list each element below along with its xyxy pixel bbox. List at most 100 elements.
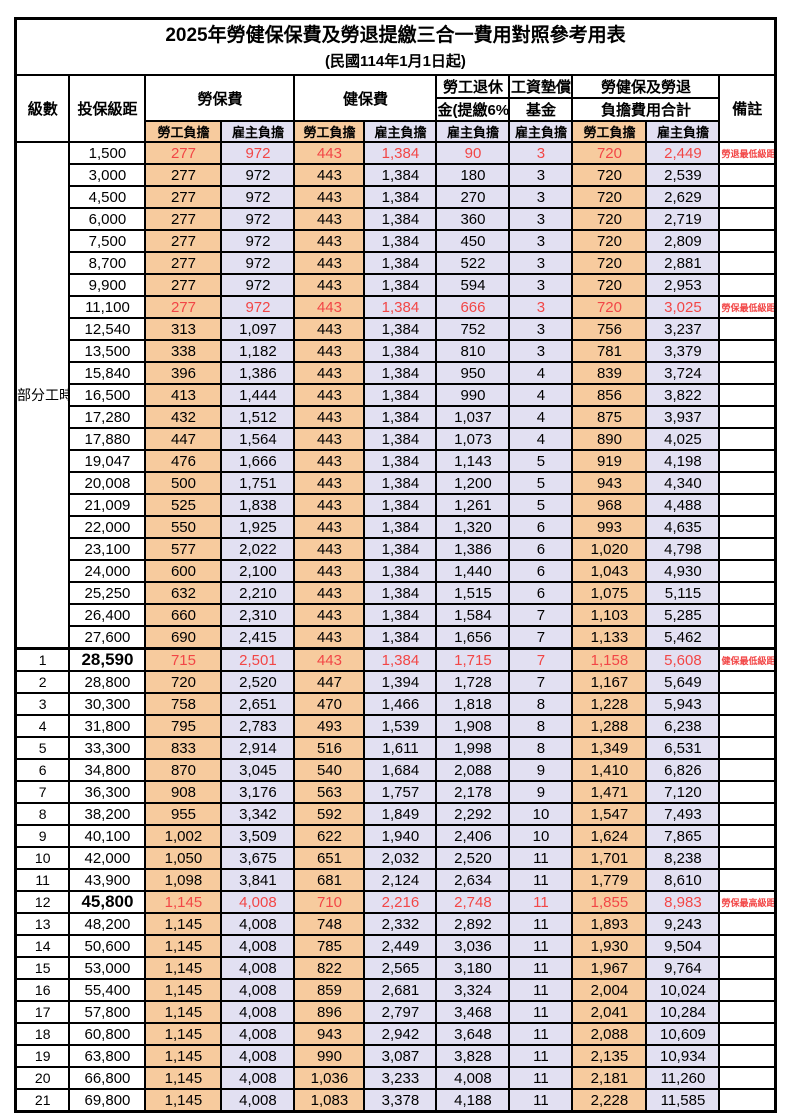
table-row: 16 55,400 1,145 4,008 859 2,681 3,324 11 2,004 10… [14, 978, 777, 1002]
labor-employer-cell: 4,008 [220, 1022, 296, 1046]
health-employee-cell: 443 [293, 603, 366, 627]
wage-fund-employer-cell: 3 [508, 339, 574, 363]
wage-fund-employer-cell: 7 [508, 625, 574, 650]
salary-bracket-cell: 3,000 [68, 163, 147, 187]
remark-cell [718, 185, 777, 209]
pension-employer-cell: 3,036 [435, 934, 511, 958]
labor-employee-cell: 955 [144, 802, 223, 826]
labor-employee-cell: 1,145 [144, 1044, 223, 1068]
wage-fund-employer-cell: 3 [508, 207, 574, 231]
pension-employer-cell: 810 [435, 339, 511, 363]
table-row: 26,400 660 2,310 443 1,384 1,584 7 1,103 5,285 [15, 603, 777, 627]
table-row: 27,600 690 2,415 443 1,384 1,656 7 1,133 5,462 [15, 625, 777, 650]
health-employee-cell: 443 [293, 383, 366, 407]
labor-employer-cell: 3,176 [220, 780, 296, 804]
level-cell: 10 [14, 846, 71, 870]
remark-cell [718, 1022, 777, 1046]
salary-bracket-cell: 40,100 [68, 824, 147, 848]
health-employer-cell: 2,565 [363, 956, 438, 980]
level-cell: 19 [14, 1044, 71, 1068]
total-employer-cell: 6,238 [645, 714, 721, 738]
labor-employer-cell: 972 [220, 141, 296, 165]
salary-bracket-cell: 55,400 [68, 978, 147, 1002]
salary-bracket-cell: 45,800 [68, 890, 147, 914]
wage-fund-employer-cell: 3 [508, 229, 574, 253]
page-title: 2025年勞健保保費及勞退提繳三合一費用對照參考用表 [165, 25, 626, 46]
remark-cell [718, 780, 777, 804]
health-employer-cell: 1,384 [363, 273, 438, 297]
health-employer-cell: 1,539 [363, 714, 438, 738]
labor-employee-cell: 277 [144, 185, 223, 209]
total-employer-cell: 2,809 [645, 229, 721, 253]
health-employee-cell: 1,036 [293, 1066, 366, 1090]
labor-employee-cell: 715 [144, 647, 223, 672]
total-employee-cell: 1,967 [571, 956, 648, 980]
table-row: 24,000 600 2,100 443 1,384 1,440 6 1,043 4,930 [15, 559, 777, 583]
labor-employer-cell: 4,008 [220, 1066, 296, 1090]
remark-cell [718, 824, 777, 848]
total-employer-cell: 10,934 [645, 1044, 721, 1068]
level-cell: 18 [14, 1022, 71, 1046]
labor-employee-cell: 413 [144, 383, 223, 407]
table-row: 10 42,000 1,050 3,675 651 2,032 2,520 11 1,701 8,… [14, 846, 777, 870]
total-employee-cell: 1,288 [571, 714, 648, 738]
total-employer-cell: 5,608 [645, 647, 721, 672]
table-row: 17 57,800 1,145 4,008 896 2,797 3,468 11 2,041 10… [14, 1000, 777, 1024]
total-employer-cell: 6,826 [645, 758, 721, 782]
wage-fund-employer-cell: 6 [508, 581, 574, 605]
salary-bracket-cell: 66,800 [68, 1066, 147, 1090]
labor-employee-cell: 1,145 [144, 1066, 223, 1090]
health-employer-cell: 1,384 [363, 581, 438, 605]
total-employer-cell: 3,822 [645, 383, 721, 407]
level-cell: 4 [14, 714, 71, 738]
wage-fund-employer-cell: 11 [508, 1088, 574, 1113]
total-employee-cell: 1,624 [571, 824, 648, 848]
table-row: 部分工時 1,500 277 972 443 1,384 90 3 720 2,449 勞退最低級距 [14, 141, 777, 650]
total-employer-cell: 10,284 [645, 1000, 721, 1024]
remark-cell [718, 537, 777, 561]
pension-employer-cell: 522 [435, 251, 511, 275]
labor-employee-cell: 758 [144, 692, 223, 716]
total-employer-cell: 3,237 [645, 317, 721, 341]
header-row-groups-line2: 金(提繳6%) 基金 負擔費用合計 [15, 97, 775, 122]
total-employee-cell: 1,020 [571, 537, 648, 561]
health-employee-cell: 443 [293, 361, 366, 385]
labor-employee-cell: 870 [144, 758, 223, 782]
table-row: 9,900 277 972 443 1,384 594 3 720 2,953 [15, 273, 777, 297]
wage-fund-employer-cell: 11 [508, 934, 574, 958]
salary-bracket-cell: 22,000 [68, 515, 147, 539]
wage-fund-employer-cell: 11 [508, 846, 574, 870]
labor-employee-cell: 500 [144, 471, 223, 495]
remark-cell: 健保最低級距 [718, 647, 777, 672]
pension-employer-cell: 1,037 [435, 405, 511, 429]
pension-employer-cell: 1,715 [435, 647, 511, 672]
health-employee-cell: 443 [293, 251, 366, 275]
total-employer-cell: 3,724 [645, 361, 721, 385]
salary-bracket-cell: 31,800 [68, 714, 147, 738]
column-group-health-insurance: 健保費 [293, 74, 438, 122]
table-row: 16,500 413 1,444 443 1,384 990 4 856 3,822 [15, 383, 777, 407]
health-employer-cell: 2,797 [363, 1000, 438, 1024]
wage-fund-employer-cell: 7 [508, 647, 574, 672]
total-employee-cell: 2,004 [571, 978, 648, 1002]
remark-cell: 勞保最低級距 [718, 295, 777, 319]
table-row: 11 43,900 1,098 3,841 681 2,124 2,634 11 1,779 8,… [14, 868, 777, 892]
remark-cell [718, 449, 777, 473]
total-employer-cell: 5,285 [645, 603, 721, 627]
salary-bracket-cell: 60,800 [68, 1022, 147, 1046]
total-employer-cell: 4,340 [645, 471, 721, 495]
table-row: 20 66,800 1,145 4,008 1,036 3,233 4,008 11 2,181… [14, 1066, 777, 1090]
wage-fund-employer-cell: 5 [508, 493, 574, 517]
labor-employer-cell: 1,564 [220, 427, 296, 451]
total-employer-cell: 5,462 [645, 625, 721, 650]
table-row: 6,000 277 972 443 1,384 360 3 720 2,719 [15, 207, 777, 231]
total-employee-cell: 720 [571, 229, 648, 253]
labor-employer-cell: 4,008 [220, 934, 296, 958]
remark-cell [718, 1044, 777, 1068]
total-employer-cell: 10,609 [645, 1022, 721, 1046]
pension-employer-cell: 360 [435, 207, 511, 231]
labor-employer-cell: 1,512 [220, 405, 296, 429]
salary-bracket-cell: 53,000 [68, 956, 147, 980]
wage-fund-employer-cell: 9 [508, 780, 574, 804]
total-employee-cell: 919 [571, 449, 648, 473]
